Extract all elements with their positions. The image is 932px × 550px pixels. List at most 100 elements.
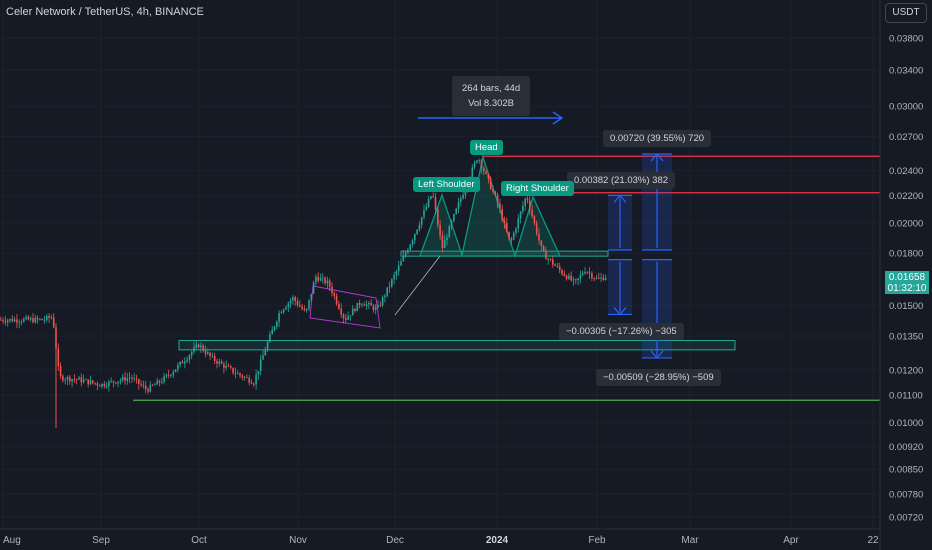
- candle-body: [492, 189, 494, 192]
- price-tick-label: 0.01100: [889, 390, 923, 401]
- candle-body: [236, 373, 239, 375]
- candle-body: [184, 361, 186, 364]
- time-axis[interactable]: Aug Sep Oct Nov Dec 2024 Feb Mar Apr 22: [3, 535, 879, 546]
- candle-body: [542, 245, 545, 252]
- measure-up-large-label: 0.00720 (39.55%) 720: [603, 130, 712, 147]
- candle-body: [207, 352, 209, 354]
- bars-range-arrow: [418, 111, 564, 125]
- candle-body: [363, 304, 365, 306]
- bars-range-info: 264 bars, 44d Vol 8.302B: [452, 76, 531, 116]
- candle-body: [20, 321, 23, 323]
- candle-body: [324, 277, 326, 284]
- candle-body: [57, 348, 60, 367]
- candle-body: [6, 320, 9, 323]
- candle-body: [110, 380, 112, 382]
- candle-body: [80, 377, 83, 383]
- candle-body: [280, 312, 283, 314]
- candle-body: [529, 200, 531, 210]
- candle-body: [439, 224, 441, 236]
- candle-body: [494, 191, 497, 196]
- candle-body: [161, 381, 163, 383]
- candle-body: [220, 361, 223, 364]
- candle-body: [478, 160, 480, 162]
- price-tick-label: 0.03800: [889, 34, 923, 45]
- candle-body: [195, 344, 198, 348]
- candle-body: [269, 334, 271, 342]
- candle-body: [308, 299, 310, 309]
- candle-body: [2, 319, 4, 322]
- candle-body: [138, 378, 140, 384]
- price-tick-label: 0.02400: [889, 166, 923, 177]
- candle-body: [522, 205, 524, 212]
- candle-body: [108, 381, 110, 387]
- candle-body: [506, 222, 508, 232]
- candle-body: [285, 307, 287, 310]
- candle-body: [13, 319, 16, 322]
- candle-body: [370, 302, 372, 306]
- price-tick-label: 0.03400: [889, 66, 923, 77]
- candle-body: [181, 361, 184, 364]
- currency-button[interactable]: USDT: [885, 3, 927, 23]
- measure-up-large-arrowhead: [650, 153, 664, 162]
- candle-body: [577, 278, 579, 281]
- candle-body: [547, 258, 549, 260]
- price-tick-label: 0.01000: [889, 418, 923, 429]
- candle-body: [535, 223, 538, 234]
- candle-body: [289, 300, 292, 304]
- candle-body: [570, 275, 572, 281]
- candle-body: [414, 234, 416, 241]
- candlestick-series: [0, 158, 607, 429]
- candle-body: [276, 321, 278, 327]
- candle-body: [388, 286, 391, 288]
- candle-body: [487, 173, 490, 179]
- candle-body: [232, 367, 234, 373]
- candle-body: [216, 360, 218, 364]
- time-tick-label: Nov: [289, 535, 307, 546]
- price-tick-label: 0.01350: [889, 331, 923, 342]
- candle-body: [593, 278, 595, 279]
- candle-body: [437, 209, 439, 225]
- candle-body: [476, 160, 478, 163]
- candle-body: [250, 382, 253, 384]
- candle-body: [96, 383, 99, 386]
- time-tick-label: 22: [867, 535, 879, 546]
- candle-body: [259, 359, 262, 372]
- candle-body: [156, 380, 158, 385]
- candle-body: [457, 202, 460, 209]
- candle-body: [202, 345, 204, 351]
- measure-down-large-arrowhead: [650, 350, 664, 359]
- candle-body: [485, 171, 487, 174]
- candle-body: [393, 275, 395, 280]
- price-axis[interactable]: 0.03800 0.03400 0.03000 0.02700 0.02400 0.022…: [889, 34, 923, 524]
- time-tick-label: Feb: [588, 535, 606, 546]
- price-tick-label: 0.02000: [889, 218, 923, 229]
- candle-body: [568, 275, 570, 279]
- candle-body: [579, 274, 582, 279]
- candle-body: [234, 372, 237, 374]
- candle-body: [510, 238, 513, 240]
- candle-body: [177, 364, 179, 370]
- candle-body: [188, 355, 191, 360]
- candle-body: [379, 305, 382, 307]
- candle-body: [425, 206, 428, 210]
- candle-body: [255, 374, 257, 385]
- price-tick-label: 0.02200: [889, 191, 923, 202]
- symbol-title: Celer Network / TetherUS, 4h, BINANCE: [6, 6, 204, 18]
- candle-body: [52, 317, 55, 328]
- last-price: 0.01658: [888, 272, 926, 283]
- candle-body: [604, 278, 607, 280]
- candle-body: [126, 378, 129, 381]
- candle-body: [200, 345, 202, 348]
- candle-body: [271, 329, 273, 335]
- candle-body: [455, 208, 457, 215]
- candle-body: [16, 319, 18, 323]
- price-tick-label: 0.01800: [889, 249, 923, 260]
- candle-body: [239, 373, 241, 376]
- candle-body: [416, 229, 418, 235]
- price-tick-label: 0.00780: [889, 489, 923, 500]
- candle-body: [29, 318, 32, 320]
- candle-body: [377, 305, 379, 308]
- time-tick-label: Mar: [681, 535, 699, 546]
- candle-body: [317, 276, 319, 281]
- candle-body: [533, 216, 536, 224]
